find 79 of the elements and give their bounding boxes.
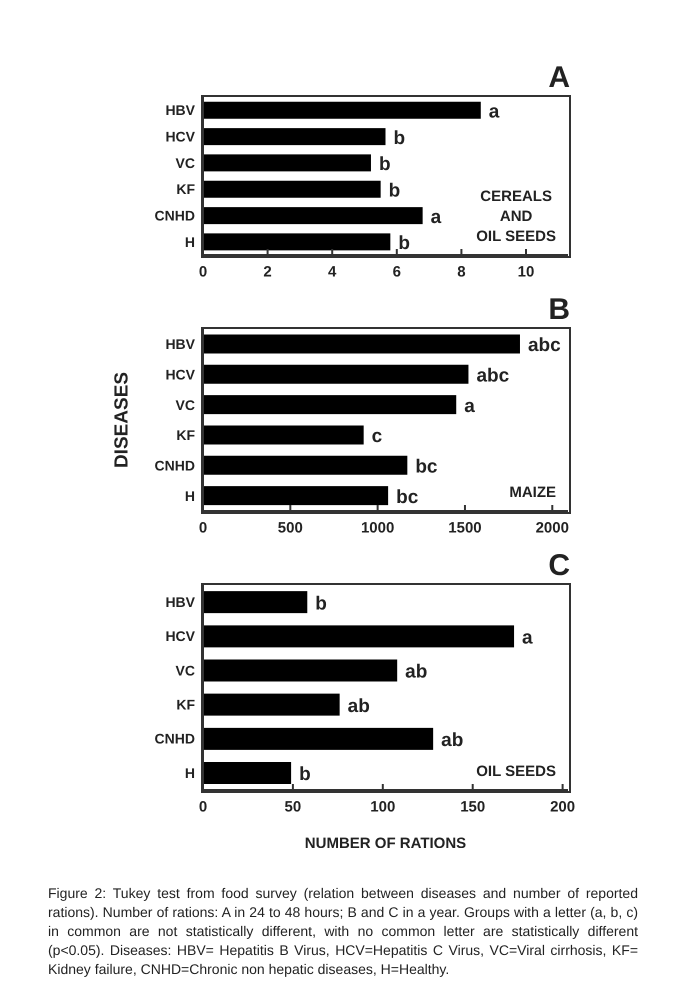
x-axis-title: NUMBER OF RATIONS [304, 835, 466, 852]
y-tick-label: HCV [165, 628, 196, 644]
x-tick-label: 0 [198, 520, 208, 536]
data-label: a [488, 101, 500, 122]
y-tick-label: HBV [165, 102, 196, 118]
y-tick-label: H [184, 764, 195, 781]
data-label: abc [528, 335, 562, 356]
bar [203, 364, 468, 384]
y-tick-label: HCV [165, 366, 196, 382]
bar [203, 180, 381, 198]
data-label: ab [405, 662, 428, 683]
x-tick-label: 0 [198, 798, 208, 816]
y-tick-label: VC [176, 396, 195, 413]
y-tick-label: CNHD [154, 207, 195, 224]
data-label: a [464, 396, 476, 417]
y-tick-label: VC [176, 154, 195, 171]
bar [203, 102, 481, 119]
annotation: OIL SEEDS [476, 762, 556, 782]
bar [203, 207, 423, 224]
y-tick-label: HBV [165, 594, 196, 610]
x-tick-label: 100 [370, 798, 396, 816]
bar [203, 591, 308, 614]
chart-title: B [547, 293, 571, 326]
x-tick-label: 2000 [536, 520, 569, 536]
data-label: a [430, 206, 442, 228]
x-tick-label: 4 [328, 264, 338, 280]
bar [203, 694, 340, 716]
y-tick-label: CNHD [154, 730, 195, 747]
bar [203, 154, 371, 172]
data-label: b [398, 233, 410, 254]
chart-title: C [547, 549, 571, 582]
y-tick-label: KF [176, 696, 196, 713]
bar [203, 334, 520, 354]
data-label: bc [396, 486, 419, 508]
annotation: CEREALS AND OIL SEEDS [476, 187, 556, 247]
y-axis-title: DISEASES [112, 372, 133, 468]
x-tick-label: 0 [198, 264, 208, 280]
x-tick-label: 200 [550, 798, 576, 816]
data-label: bc [415, 456, 438, 478]
y-tick-label: H [184, 234, 195, 250]
y-tick-label: VC [176, 662, 195, 678]
data-label: b [315, 593, 327, 614]
x-tick-label: 1000 [360, 520, 394, 536]
bar [203, 728, 434, 750]
x-tick-label: 10 [518, 264, 534, 280]
y-tick-label: HBV [165, 336, 196, 352]
data-label: abc [476, 366, 510, 387]
bar [203, 456, 408, 475]
x-tick-label: 1500 [448, 520, 482, 536]
x-tick-label: 8 [457, 264, 466, 280]
y-tick-label: CNHD [154, 457, 195, 474]
x-tick-label: 50 [284, 798, 302, 816]
data-label: ab [441, 730, 464, 752]
data-label: ab [348, 696, 370, 717]
bar [203, 395, 456, 414]
data-label: b [378, 154, 391, 176]
x-tick-label: 500 [278, 520, 303, 536]
data-label: b [394, 128, 406, 149]
data-label: c [372, 426, 383, 448]
y-tick-label: H [184, 488, 195, 504]
y-tick-label: HCV [165, 128, 196, 144]
x-tick-label: 150 [460, 798, 486, 816]
bar [203, 762, 292, 784]
caption: Figure 2: Tukey test from food survey (relation between diseases and number of reported rations). Number of rations: A in 24 to 48 hours; B and C in a year. Groups with a letter (a, b, c) in common are not statistically different, with no common letter are statistically different (p<0.05). Diseases: HBV= Hepatitis B Virus, HCV=Hepatitis C Virus, VC=Viral cirrhosis, KF= Kidney failure, CNHD=Chronic non hepatic diseases, H=Healthy. [48, 884, 638, 979]
x-tick-label: 6 [392, 264, 401, 280]
data-label: b [299, 764, 311, 786]
bar [203, 486, 388, 506]
chart-title: A [547, 61, 571, 94]
data-label: b [388, 180, 400, 202]
bar [203, 659, 398, 682]
bar [203, 233, 390, 250]
annotation: MAIZE [509, 483, 556, 503]
bar [203, 425, 364, 444]
x-tick-label: 2 [263, 264, 272, 280]
bar [203, 625, 514, 648]
data-label: a [522, 628, 534, 649]
y-tick-label: KF [176, 427, 196, 444]
bar [203, 128, 386, 146]
y-tick-label: KF [176, 181, 196, 198]
